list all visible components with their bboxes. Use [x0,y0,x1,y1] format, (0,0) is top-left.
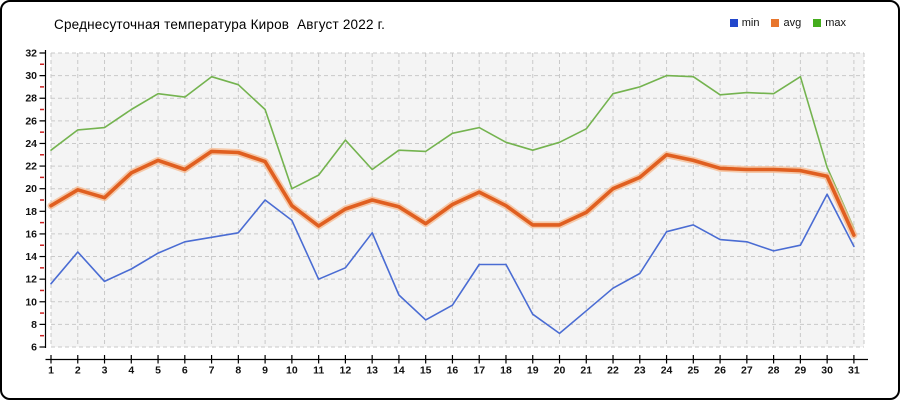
svg-text:18: 18 [25,206,37,218]
svg-text:2: 2 [75,365,81,377]
svg-text:30: 30 [821,365,833,377]
svg-text:7: 7 [209,365,215,377]
svg-text:3: 3 [102,365,108,377]
svg-text:23: 23 [634,365,646,377]
svg-text:31: 31 [848,365,860,377]
svg-text:17: 17 [473,365,485,377]
legend-item-avg: avg [771,17,801,29]
svg-text:18: 18 [500,365,512,377]
svg-text:9: 9 [262,365,268,377]
chart-legend: min avg max [729,17,846,29]
svg-text:20: 20 [554,365,566,377]
svg-text:10: 10 [286,365,298,377]
svg-text:5: 5 [155,365,161,377]
svg-text:1: 1 [48,365,54,377]
svg-text:4: 4 [128,365,134,377]
svg-text:16: 16 [447,365,459,377]
legend-label-avg: avg [783,17,802,29]
svg-text:24: 24 [661,365,673,377]
legend-label-min: min [741,17,760,29]
svg-text:15: 15 [420,365,432,377]
svg-text:19: 19 [527,365,539,377]
svg-text:29: 29 [795,365,807,377]
svg-text:8: 8 [235,365,241,377]
svg-text:22: 22 [25,161,37,173]
svg-text:21: 21 [580,365,592,377]
svg-text:12: 12 [340,365,352,377]
max-series-swatch [813,19,822,27]
legend-item-min: min [729,17,760,29]
svg-text:16: 16 [25,228,37,240]
svg-text:32: 32 [25,48,37,60]
svg-text:13: 13 [366,365,378,377]
svg-text:8: 8 [31,319,37,331]
svg-text:10: 10 [25,296,37,308]
svg-text:14: 14 [25,251,37,263]
svg-text:30: 30 [25,70,37,82]
svg-text:6: 6 [182,365,188,377]
svg-text:28: 28 [25,93,37,105]
svg-text:26: 26 [714,365,726,377]
legend-item-max: max [813,17,846,29]
svg-text:11: 11 [313,365,324,377]
avg-series-swatch [771,19,780,27]
svg-text:20: 20 [25,183,37,195]
legend-label-max: max [825,17,846,29]
svg-text:24: 24 [25,138,37,150]
svg-text:28: 28 [768,365,780,377]
chart-title: Среднесуточная температура Киров Август … [54,17,386,32]
min-series-swatch [729,19,738,27]
svg-text:27: 27 [741,365,753,377]
svg-text:25: 25 [687,365,699,377]
svg-text:26: 26 [25,115,37,127]
svg-text:12: 12 [25,274,37,286]
svg-text:22: 22 [607,365,619,377]
svg-text:14: 14 [393,365,405,377]
svg-text:6: 6 [31,342,37,354]
